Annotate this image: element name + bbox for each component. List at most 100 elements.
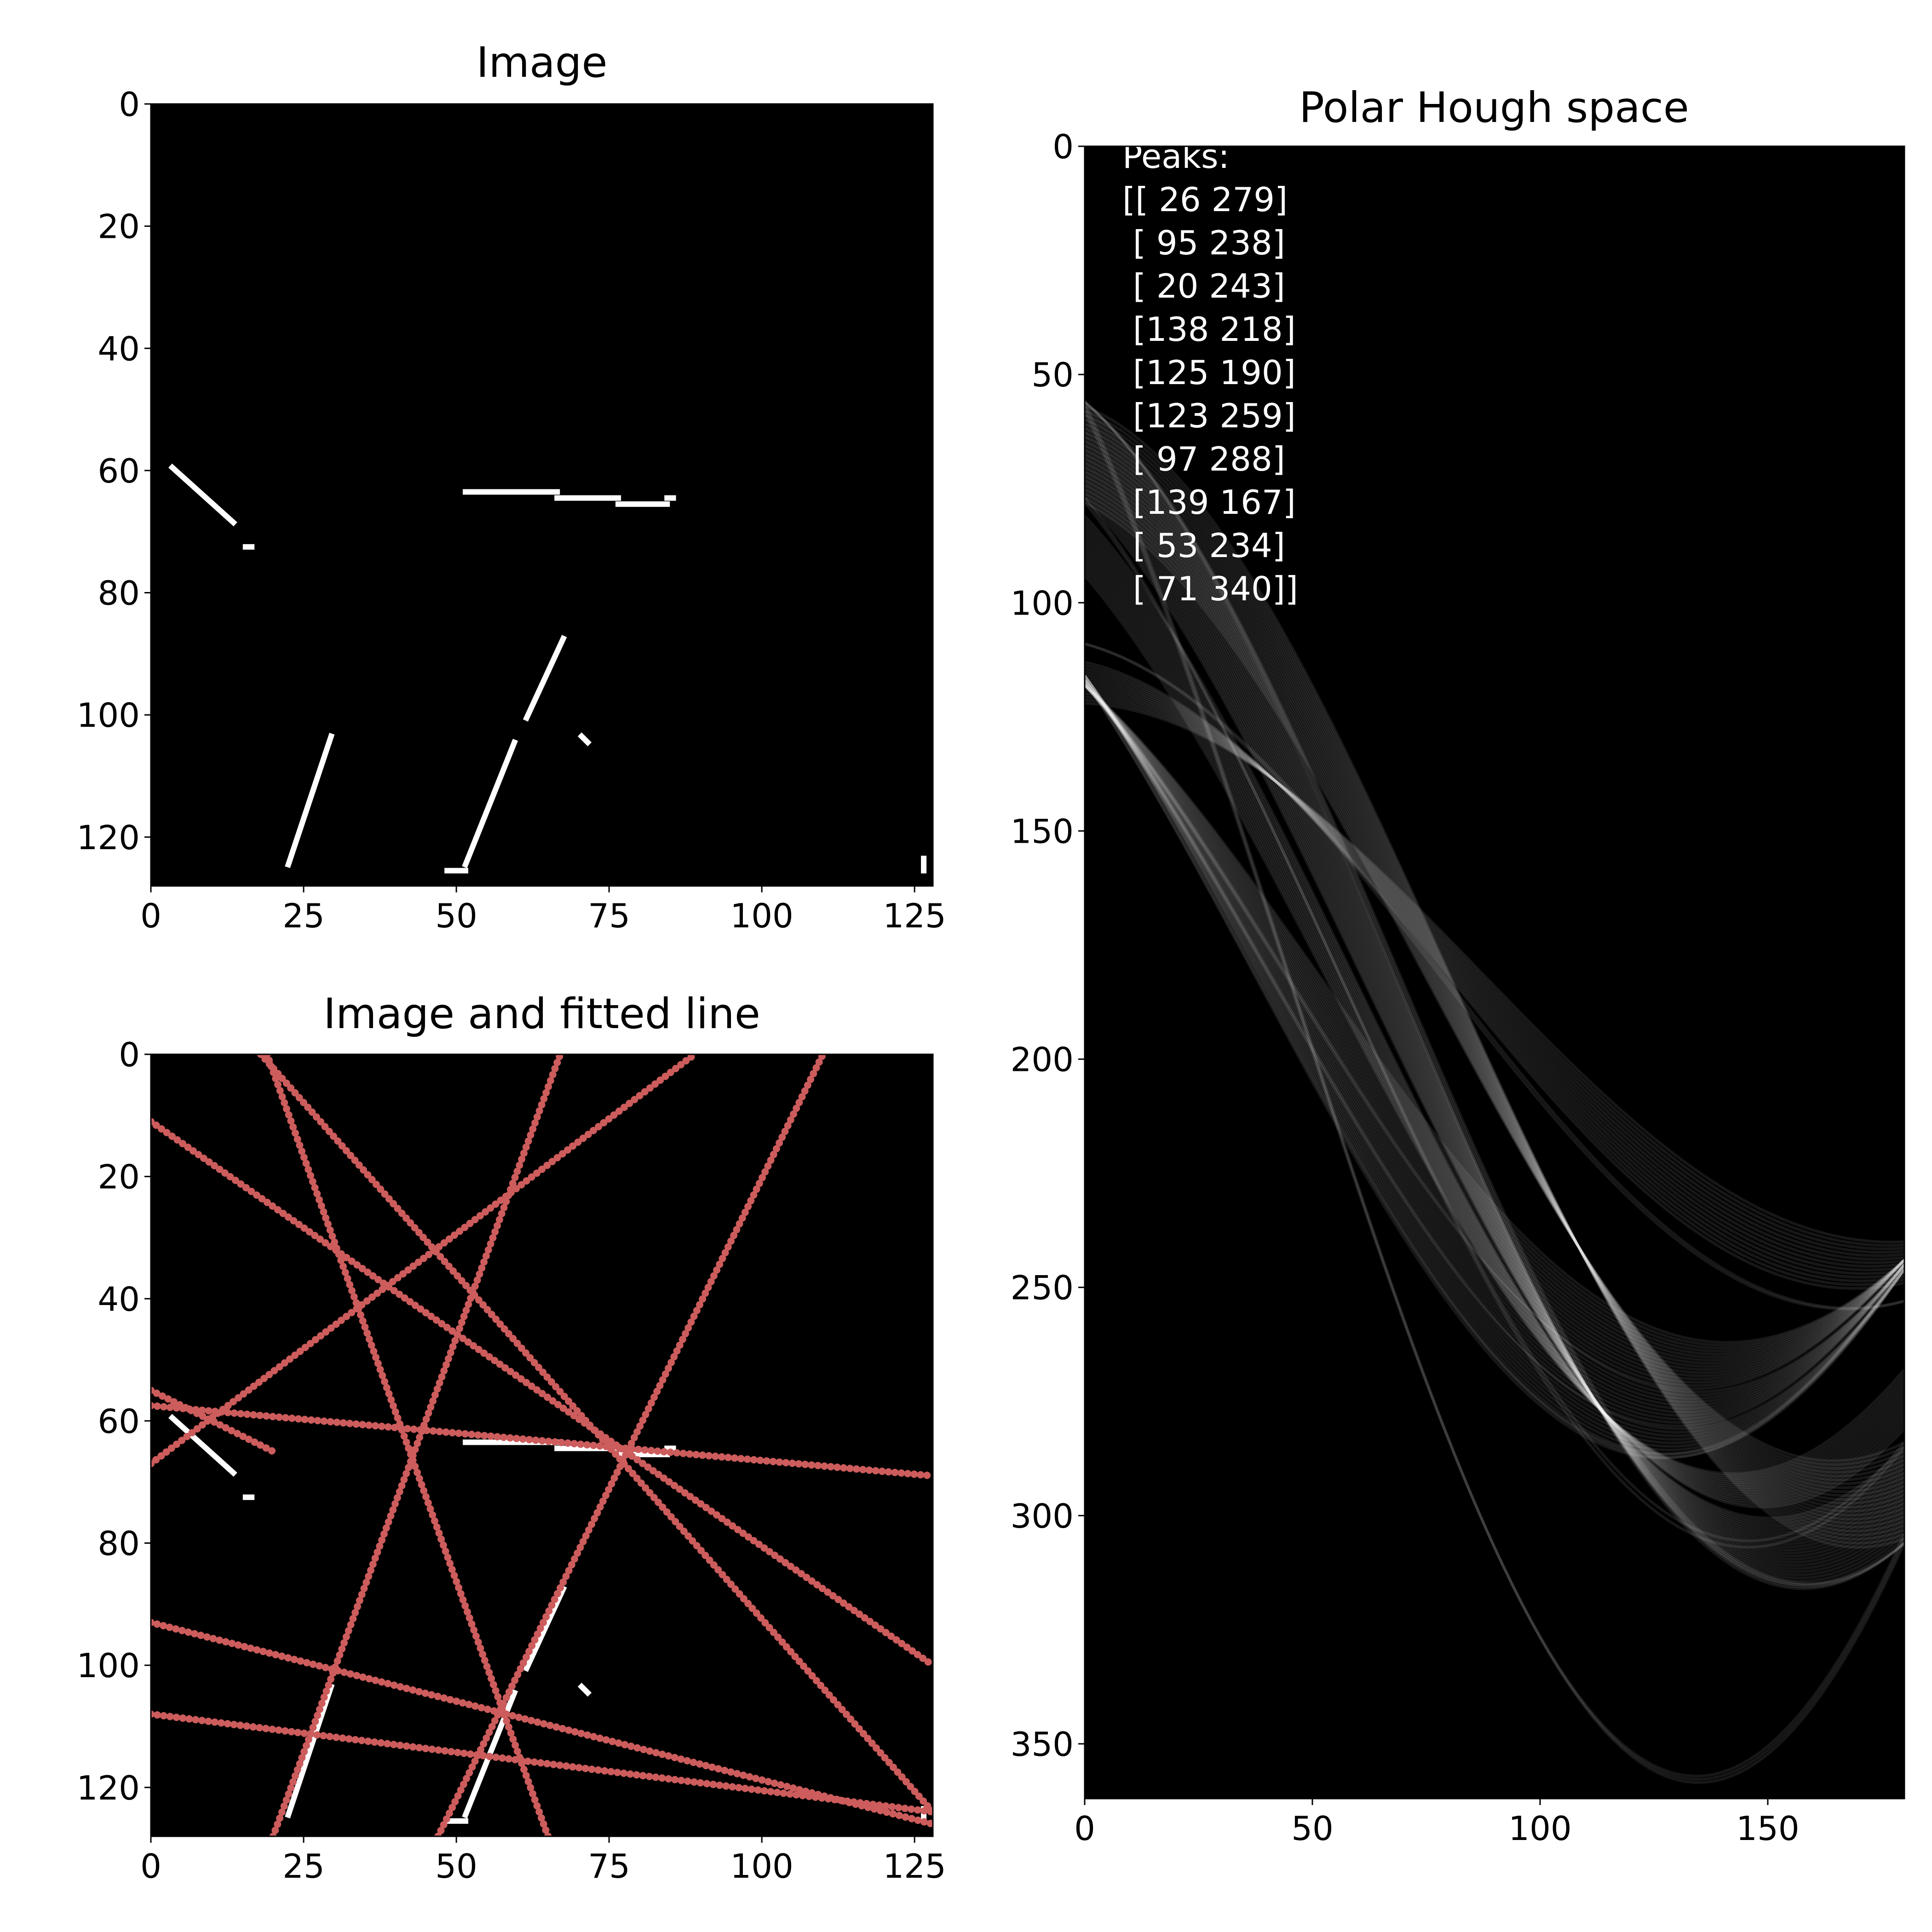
y-tick-label: 0 bbox=[119, 1035, 140, 1074]
hough-curve bbox=[1085, 570, 1904, 1478]
panel-image-fitted: Image and fitted line 0 25 50 75 100 125 0 20 40… bbox=[77, 990, 946, 1886]
x-tick-label: 0 bbox=[1074, 1809, 1095, 1848]
hough-curve bbox=[1085, 679, 1904, 1403]
hough-curve bbox=[1085, 410, 1904, 1778]
hough-curve bbox=[1085, 684, 1904, 1362]
hough-curve bbox=[1085, 684, 1904, 1384]
hough-curve bbox=[1085, 401, 1904, 1588]
peaks-line: [123 259] bbox=[1122, 397, 1296, 435]
hough-curve bbox=[1085, 459, 1904, 1546]
panel-hough: Polar Hough space Peaks: [[ 26 279] [ 95 … bbox=[1011, 84, 1905, 1848]
hough-curve bbox=[1085, 488, 1904, 1474]
hough-curve bbox=[1085, 679, 1904, 1460]
hough-curve bbox=[1085, 664, 1904, 1286]
hough-axes: 0 50 100 150 0 50 100 150 200 250 300 350 bbox=[1011, 127, 1905, 1848]
hough-curve bbox=[1085, 689, 1904, 1257]
hough-curve bbox=[1085, 434, 1904, 1564]
hough-curve bbox=[1085, 557, 1904, 1484]
edge-pixel-run bbox=[523, 635, 567, 722]
hough-curve bbox=[1085, 492, 1904, 1470]
hough-curve bbox=[1085, 440, 1904, 1517]
x-tick-label: 0 bbox=[140, 897, 161, 935]
hough-curve bbox=[1085, 642, 1904, 1311]
fitted-lines bbox=[151, 1054, 933, 1836]
hough-curve bbox=[1085, 501, 1904, 1542]
fitted-line bbox=[263, 1054, 552, 1836]
hough-curve bbox=[1085, 418, 1904, 1576]
fitted-line bbox=[151, 1118, 933, 1669]
hough-curve bbox=[1085, 675, 1904, 1438]
hough-curve bbox=[1085, 515, 1904, 1509]
hough-curve bbox=[1085, 405, 1904, 1549]
hough-curve bbox=[1085, 406, 1904, 1781]
fitted-line bbox=[151, 1402, 933, 1480]
hough-curve bbox=[1085, 431, 1904, 1525]
hough-curve bbox=[1085, 523, 1904, 1504]
hough-curve bbox=[1085, 405, 1904, 1586]
x-tick-label: 75 bbox=[588, 1847, 630, 1886]
y-tick-label: 200 bbox=[1011, 1041, 1074, 1079]
hough-curve bbox=[1085, 540, 1904, 1494]
hough-curve bbox=[1085, 401, 1904, 1587]
axes-frame bbox=[1084, 145, 1905, 1800]
hough-curve bbox=[1085, 679, 1904, 1414]
hough-curve bbox=[1085, 422, 1904, 1533]
peaks-line: [ 71 340]] bbox=[1122, 569, 1298, 608]
hough-curve bbox=[1085, 488, 1904, 1525]
hough-curve bbox=[1085, 426, 1904, 1570]
edge-pixel-run bbox=[168, 463, 237, 527]
hough-curve bbox=[1085, 679, 1904, 1456]
hough-curve bbox=[1085, 479, 1904, 1482]
image-canvas bbox=[151, 104, 933, 886]
x-tick-label: 125 bbox=[883, 897, 946, 935]
hough-curve bbox=[1085, 684, 1904, 1356]
hough-curve bbox=[1085, 679, 1904, 1424]
hough-curve bbox=[1085, 414, 1904, 1580]
hough-curve bbox=[1085, 684, 1904, 1387]
hough-curve bbox=[1085, 562, 1904, 1482]
hough-curve bbox=[1085, 475, 1904, 1485]
y-tick-label: 100 bbox=[1011, 584, 1074, 622]
x-tick-label: 125 bbox=[883, 1847, 946, 1886]
image-pixels bbox=[168, 463, 927, 874]
hough-curve bbox=[1085, 675, 1904, 1452]
hough-curve bbox=[1085, 684, 1904, 1347]
hough-curve bbox=[1085, 414, 1904, 1541]
y-tick-label: 150 bbox=[1011, 812, 1074, 851]
hough-curve bbox=[1085, 457, 1904, 1501]
hough-curve bbox=[1085, 679, 1904, 1394]
peaks-line: [125 190] bbox=[1122, 353, 1296, 392]
hough-curve bbox=[1085, 401, 1904, 1784]
x-tick-label: 25 bbox=[282, 1847, 325, 1886]
hough-curve bbox=[1085, 447, 1904, 1555]
hough-curve bbox=[1085, 686, 1904, 1261]
hough-curve bbox=[1085, 466, 1904, 1493]
hough-curve bbox=[1085, 422, 1904, 1573]
peaks-line: [ 53 234] bbox=[1122, 526, 1285, 565]
hough-curve bbox=[1085, 451, 1904, 1552]
y-tick-label: 250 bbox=[1011, 1269, 1074, 1307]
hough-curve bbox=[1085, 684, 1904, 1380]
y-tick-label: 40 bbox=[98, 1280, 140, 1318]
hough-curve bbox=[1085, 427, 1904, 1529]
hough-curve bbox=[1085, 463, 1904, 1543]
y-tick-label: 40 bbox=[98, 329, 140, 368]
y-tick-label: 60 bbox=[98, 452, 140, 490]
hough-curve bbox=[1085, 684, 1904, 1350]
hough-curve bbox=[1085, 679, 1904, 1410]
hough-curve bbox=[1085, 675, 1904, 1459]
y-tick-label: 300 bbox=[1011, 1497, 1074, 1535]
hough-curve bbox=[1085, 684, 1904, 1378]
fitted-line bbox=[151, 1710, 933, 1816]
hough-curve bbox=[1085, 683, 1904, 1265]
y-tick-label: 0 bbox=[1052, 127, 1074, 166]
hough-curve bbox=[1085, 679, 1904, 1400]
hough-curve bbox=[1085, 476, 1904, 1534]
hough-curve bbox=[1085, 684, 1904, 1368]
hough-curve bbox=[1085, 528, 1904, 1501]
hough-curve bbox=[1085, 492, 1904, 1523]
hough-curve bbox=[1085, 679, 1904, 1407]
hough-curve bbox=[1085, 684, 1904, 1371]
y-tick-label: 350 bbox=[1011, 1725, 1074, 1764]
peaks-line: [[ 26 279] bbox=[1122, 180, 1288, 219]
